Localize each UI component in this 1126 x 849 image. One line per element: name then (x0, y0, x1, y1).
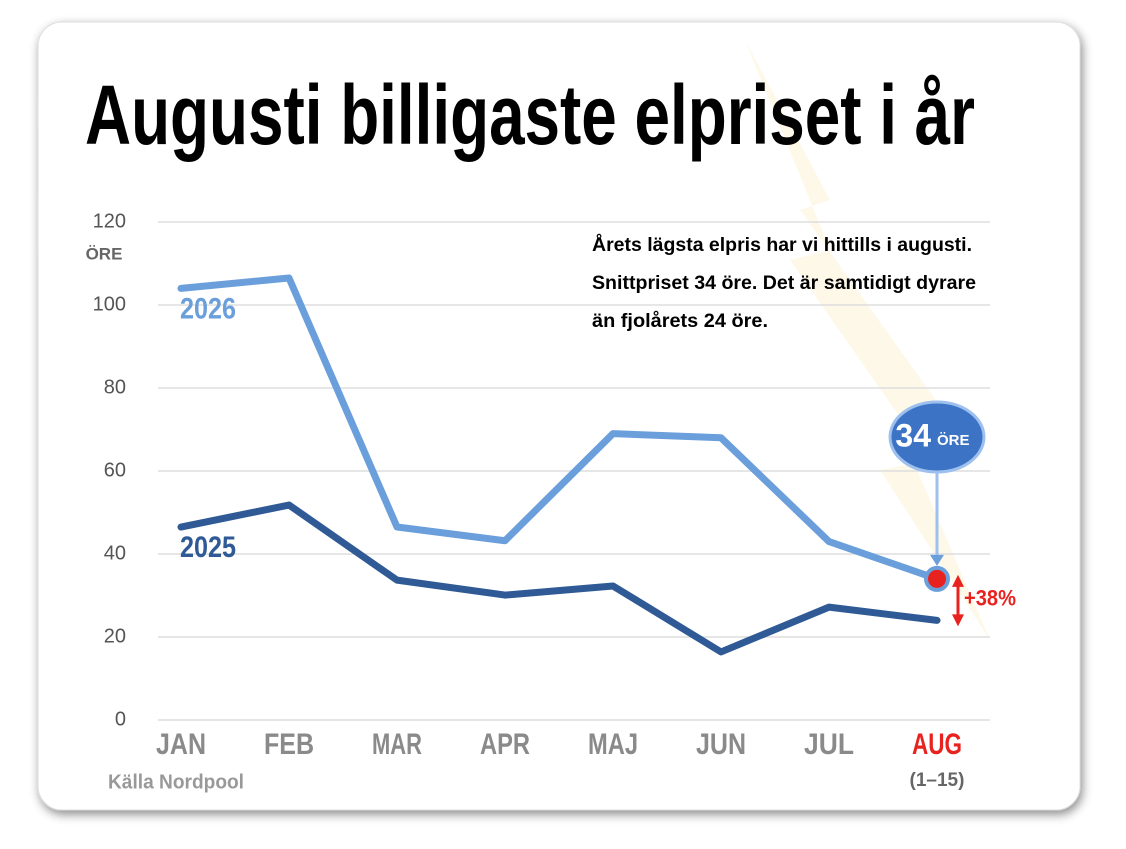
x-tick-label: APR (480, 728, 530, 761)
note-line: Snittpriset 34 öre. Det är samtidigt dyr… (592, 273, 976, 294)
note-line: än fjolårets 24 öre. (592, 311, 768, 332)
note-line: Årets lägsta elpris har vi hittills i au… (592, 235, 972, 256)
change-label: +38% (964, 585, 1016, 610)
callout-unit: ÖRE (937, 432, 970, 449)
highlight-point (924, 565, 950, 592)
y-tick-label: 100 (93, 293, 126, 315)
x-tick-label: MAR (372, 728, 422, 761)
y-unit: ÖRE (86, 244, 123, 263)
y-tick-label: 0 (115, 708, 126, 730)
series-label: 2025 (180, 531, 236, 564)
x-tick-label: FEB (264, 728, 314, 761)
x-tick-label: MAJ (588, 728, 638, 761)
y-tick-label: 120 (93, 210, 126, 232)
series-label: 2026 (180, 292, 236, 325)
change-arrowhead (952, 614, 964, 627)
x-tick-label: JUN (696, 728, 746, 761)
change-arrowhead (952, 574, 964, 587)
y-tick-label: 60 (104, 459, 126, 481)
x-tick-label: JUL (804, 728, 854, 761)
series-line (177, 501, 941, 656)
y-tick-label: 20 (104, 625, 126, 647)
period-label: (1–15) (910, 770, 965, 791)
source: Källa Nordpool (108, 771, 244, 793)
callout-arrowhead (930, 554, 944, 566)
y-tick-label: 80 (104, 376, 126, 398)
callout-value: 34 (895, 417, 931, 453)
x-tick-label: AUG (912, 728, 962, 761)
chart-title: Augusti billigaste elpriset i år (85, 68, 975, 162)
y-tick-label: 40 (104, 542, 126, 564)
series-line (177, 274, 941, 583)
background-bolt (745, 40, 990, 640)
x-tick-label: JAN (156, 728, 206, 761)
